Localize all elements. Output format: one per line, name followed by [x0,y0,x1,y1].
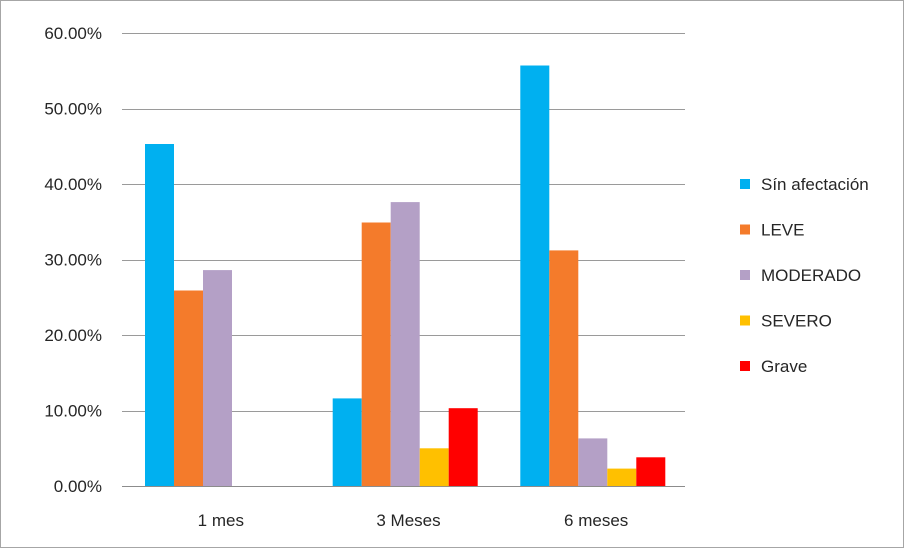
x-tick-label: 1 mes [198,511,244,530]
legend-item: Grave [740,357,807,376]
legend-swatch [740,224,750,235]
bars [145,65,666,487]
legend-label: Sín afectación [761,175,869,194]
legend-label: SEVERO [761,312,832,331]
legend-swatch [740,270,750,280]
bar [419,448,449,487]
bar [390,202,420,486]
y-axis-ticks: 0.00% 10.00% 20.00% 30.00% 40.00% 50.00%… [44,24,102,496]
bar [145,144,174,486]
bar [578,438,608,486]
x-axis-ticks: 1 mes 3 Meses 6 meses [198,511,629,530]
bar [332,398,362,486]
legend: Sín afectación LEVE MODERADO SEVERO Grav… [740,175,869,376]
y-tick-label: 30.00% [44,251,102,270]
legend-swatch [740,361,750,371]
x-tick-label: 6 meses [564,511,628,530]
legend-label: Grave [761,357,807,376]
legend-item: MODERADO [740,266,861,285]
y-tick-label: 60.00% [44,24,102,43]
legend-swatch [740,315,750,326]
y-tick-label: 20.00% [44,326,102,345]
legend-item: LEVE [740,221,804,240]
legend-label: MODERADO [761,266,861,285]
bar [203,270,232,486]
legend-item: Sín afectación [740,175,869,194]
legend-label: LEVE [761,221,804,240]
y-tick-label: 10.00% [44,402,102,421]
y-tick-label: 40.00% [44,175,102,194]
y-tick-label: 0.00% [54,477,102,496]
bar [174,290,203,486]
x-tick-label: 3 Meses [376,511,440,530]
bar [448,408,478,486]
bar [520,65,550,486]
y-tick-label: 50.00% [44,100,102,119]
legend-swatch [740,179,750,189]
bar [549,250,579,486]
bar [636,457,666,486]
legend-item: SEVERO [740,312,832,331]
bar [361,222,391,486]
bar [607,468,637,486]
